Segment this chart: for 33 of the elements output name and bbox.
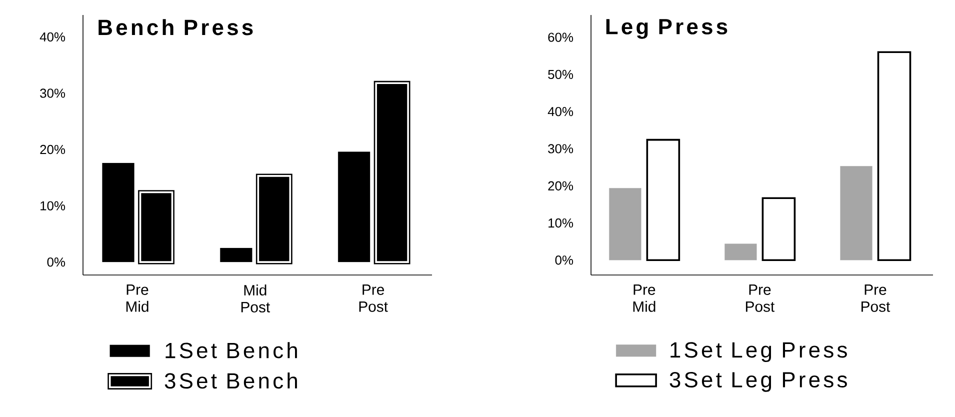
bar [646, 138, 680, 262]
y-tick-label: 30% [40, 88, 66, 98]
y-tick-label: 40% [548, 106, 574, 116]
chart-title: Bench Press [98, 19, 253, 36]
y-tick-label: 60% [548, 32, 574, 42]
bar [102, 162, 134, 262]
bar [877, 51, 912, 262]
y-tick-label: 50% [548, 70, 574, 80]
x-tick-label: Pre Mid [126, 284, 148, 312]
bar [840, 166, 872, 260]
bar [338, 152, 370, 262]
legend-label: 3Set Leg Press [670, 372, 847, 392]
y-tick-label: 10% [548, 218, 574, 228]
legend-label: 1Set Bench [166, 342, 297, 358]
y-tick-label: 20% [40, 144, 66, 154]
chart-title: Leg Press [606, 19, 728, 39]
x-tick-label: Pre Post [746, 284, 775, 312]
bar [609, 188, 642, 260]
x-tick-label: Pre Post [862, 284, 890, 312]
x-tick-label: Mid Post [241, 284, 270, 312]
bar [762, 197, 796, 262]
y-tick-label: 0% [555, 256, 574, 265]
y-tick-label: 10% [40, 201, 66, 210]
bar [724, 244, 757, 260]
x-tick-label: Pre Mid [633, 284, 656, 312]
y-tick-label: 30% [548, 144, 574, 154]
x-tick-label: Pre Post [359, 284, 388, 312]
y-tick-label: 0% [47, 257, 66, 267]
legend-label: 1Set Leg Press [670, 342, 847, 362]
bar [220, 248, 252, 262]
legend-label: 3Set Bench [164, 372, 297, 389]
y-tick-label: 40% [40, 32, 66, 42]
y-tick-label: 20% [548, 181, 574, 190]
